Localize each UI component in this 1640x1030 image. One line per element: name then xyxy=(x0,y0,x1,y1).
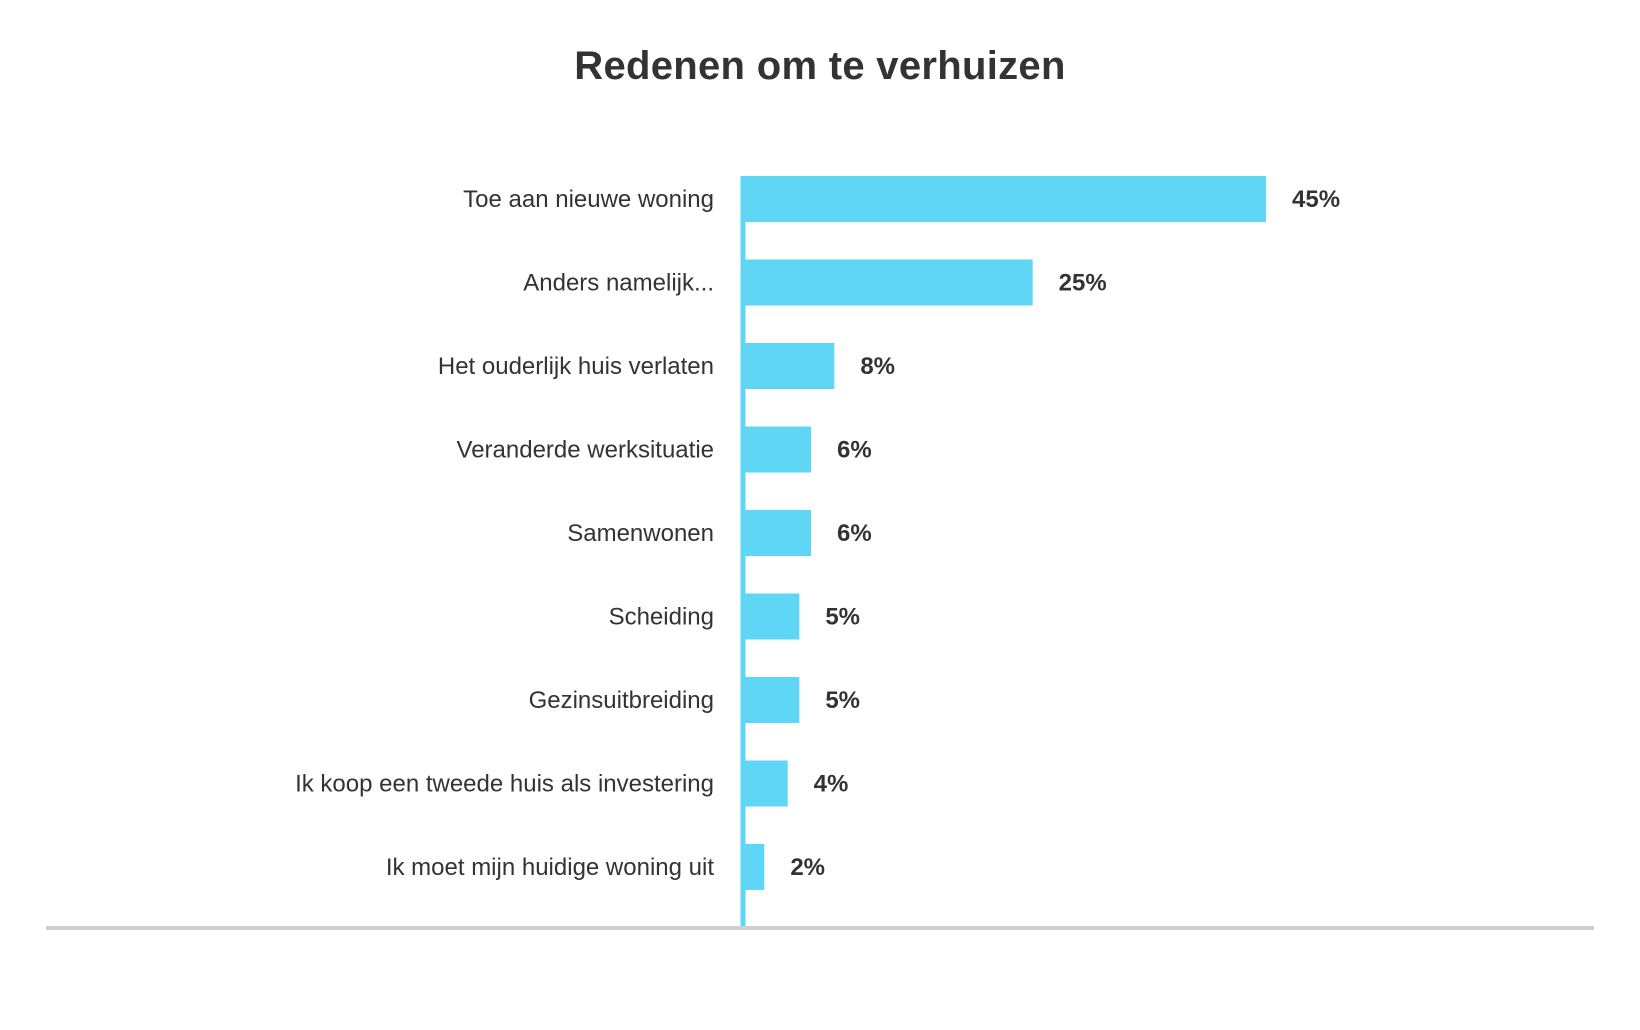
category-label: Scheiding xyxy=(609,604,714,631)
labels-layer: Toe aan nieuwe woning 45% Anders namelijk.… xyxy=(295,186,1340,881)
bar xyxy=(741,426,811,473)
value-label: 8% xyxy=(860,353,895,380)
category-label: Ik moet mijn huidige woning uit xyxy=(386,854,715,881)
category-label: Toe aan nieuwe woning xyxy=(463,186,714,213)
category-label: Gezinsuitbreiding xyxy=(529,687,714,714)
value-label: 5% xyxy=(825,604,860,631)
bar xyxy=(741,760,788,807)
bar xyxy=(741,593,800,640)
value-label: 6% xyxy=(837,520,872,547)
value-label: 5% xyxy=(825,687,860,714)
bar xyxy=(741,343,835,389)
bars-layer xyxy=(741,176,1266,890)
value-label: 6% xyxy=(837,437,872,464)
value-label: 45% xyxy=(1292,186,1340,213)
bar xyxy=(741,677,800,723)
category-label: Veranderde werksituatie xyxy=(457,437,714,464)
chart-title: Redenen om te verhuizen xyxy=(574,44,1066,88)
value-label: 2% xyxy=(790,854,825,881)
category-label: Anders namelijk... xyxy=(523,270,714,297)
value-label: 4% xyxy=(814,771,849,798)
bar xyxy=(741,510,811,556)
category-label: Ik koop een tweede huis als investering xyxy=(295,771,714,798)
bar xyxy=(741,844,765,890)
category-label: Samenwonen xyxy=(567,520,714,547)
bar xyxy=(741,176,1266,222)
category-label: Het ouderlijk huis verlaten xyxy=(438,353,714,380)
value-label: 25% xyxy=(1059,270,1107,297)
bar xyxy=(741,259,1033,306)
